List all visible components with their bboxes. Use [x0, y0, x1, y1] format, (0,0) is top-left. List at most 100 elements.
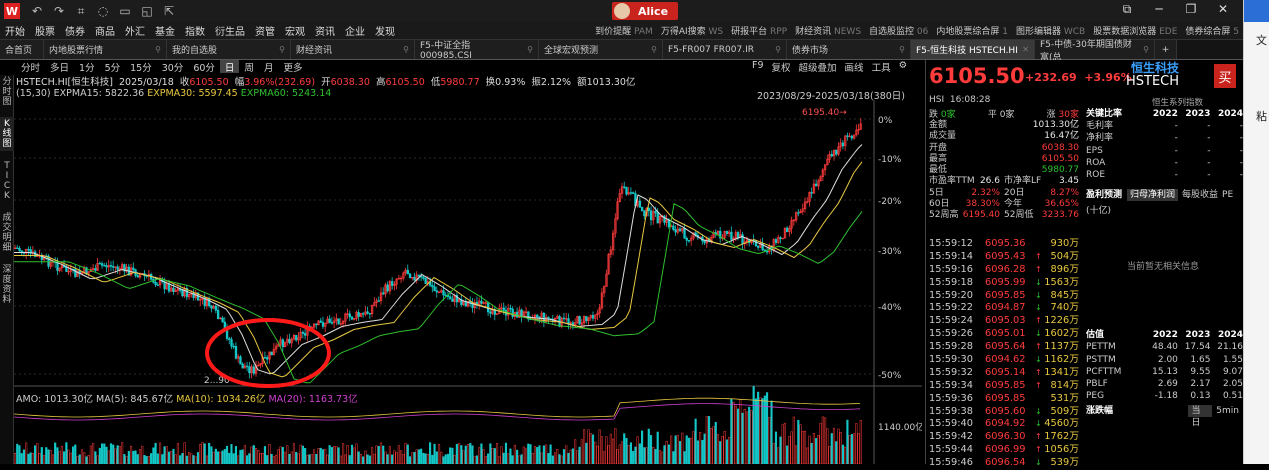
period-6[interactable]: 60分	[193, 63, 215, 74]
candle	[723, 231, 726, 239]
volume-bar	[170, 450, 173, 464]
pin-icon[interactable]: ⚲	[1143, 45, 1149, 54]
buy-button[interactable]: 买	[1214, 64, 1236, 88]
period-8[interactable]: 周	[244, 63, 254, 74]
volume-bar	[576, 450, 579, 464]
period-2[interactable]: 1分	[79, 63, 95, 74]
candle	[377, 300, 380, 302]
chart-tool-4[interactable]: 工具	[871, 63, 891, 74]
shortcut-8[interactable]: 债券综合屏 5	[1185, 27, 1239, 37]
shortcut-4[interactable]: 自选股监控 06	[869, 27, 929, 37]
volume-bar	[491, 448, 494, 464]
restore-icon[interactable]: ⧉	[1122, 2, 1132, 16]
period-10[interactable]: 更多	[283, 63, 303, 74]
period-0[interactable]: 分时	[21, 63, 41, 74]
close-icon[interactable]: ✕	[1217, 2, 1229, 16]
pin-icon[interactable]: ⚲	[651, 45, 657, 54]
forecast-tab-eps[interactable]: 每股收益	[1182, 190, 1219, 201]
period-7[interactable]: 日	[219, 60, 240, 74]
minimize-icon[interactable]: ─	[1155, 2, 1163, 16]
tab-2[interactable]: 我的自选股 ⚲	[167, 40, 291, 59]
chart-tool-1[interactable]: 复权	[771, 63, 791, 74]
pin-icon[interactable]: ⚲	[279, 45, 285, 54]
menu-item-9[interactable]: 宏观	[285, 27, 305, 38]
menu-item-1[interactable]: 股票	[35, 27, 55, 38]
shortcut-2[interactable]: 研报平台 RPP	[731, 27, 788, 37]
menu-item-10[interactable]: 资讯	[315, 27, 335, 38]
add-tab-button[interactable]: +	[1155, 40, 1177, 59]
period-1[interactable]: 多日	[50, 63, 70, 74]
menu-item-12[interactable]: 发现	[375, 27, 395, 38]
candle	[192, 292, 195, 298]
period-9[interactable]: 月	[263, 63, 274, 74]
tab-8[interactable]: F5-恒生科技 HSTECH.HI ✕	[911, 40, 1035, 59]
volume-bar	[484, 456, 487, 464]
kline-chart[interactable]: 0% -10% -20% -30% -40% -50% 1140.00亿 6195.40→ 2.…	[14, 100, 922, 464]
share-icon[interactable]: ⇱	[163, 4, 175, 18]
view-tab-4[interactable]: 深度资料	[2, 265, 12, 305]
chart-tool-5[interactable]: ⚙	[898, 60, 908, 71]
date-range[interactable]: 2023/08/29-2025/03/18(380日)	[757, 91, 905, 102]
tab-4[interactable]: F5-中证全指 000985.CSI ⚲	[415, 40, 539, 61]
forecast-tab-profit[interactable]: 归母净利润	[1127, 189, 1179, 202]
volume-bar	[516, 449, 519, 464]
menu-item-4[interactable]: 外汇	[125, 27, 145, 38]
menu-item-8[interactable]: 资管	[255, 27, 275, 38]
chat-icon[interactable]: ◌	[97, 4, 109, 18]
menu-item-5[interactable]: 基金	[155, 27, 175, 38]
back-icon[interactable]: ↶	[31, 4, 43, 18]
candle	[424, 278, 427, 284]
alert-icon[interactable]: ◱	[141, 4, 153, 18]
tab-3[interactable]: 财经资讯 ⚲	[291, 40, 415, 59]
forward-icon[interactable]: ↷	[53, 4, 65, 18]
pin-icon[interactable]: ✕	[1022, 45, 1029, 54]
candle	[98, 262, 102, 265]
chart-tool-2[interactable]: 超级叠加	[798, 63, 837, 74]
pin-icon[interactable]: ⚲	[775, 45, 781, 54]
user-badge[interactable]: Alice	[612, 2, 678, 20]
shortcut-1[interactable]: 万得AI搜索 WS	[660, 27, 724, 37]
tab-1[interactable]: 内地股票行情 ⚲	[44, 40, 167, 59]
forecast-tab-pe[interactable]: PE	[1222, 190, 1234, 201]
tab-9[interactable]: F5-中债-30年期国债财富(总 ⚲	[1035, 40, 1155, 63]
shortcut-7[interactable]: 股票数据浏览器 EDE	[1093, 27, 1178, 37]
pin-icon[interactable]: ⚲	[899, 45, 905, 54]
pin-icon[interactable]: ⚲	[155, 45, 161, 54]
range-today[interactable]: 当日	[1187, 405, 1213, 428]
maximize-icon[interactable]: ❐	[1185, 2, 1197, 16]
monitor-icon[interactable]: ▭	[119, 4, 131, 18]
shortcut-5[interactable]: 内地股票综合屏 1	[936, 27, 1008, 37]
tab-5[interactable]: 全球宏观预测 ⚲	[539, 40, 663, 59]
shortcut-0[interactable]: 到价提醒 PAM	[595, 27, 653, 37]
crop-icon[interactable]: ⌗	[77, 3, 85, 18]
pin-icon[interactable]: ⚲	[403, 45, 409, 54]
menu-item-2[interactable]: 债券	[65, 27, 85, 38]
candle	[848, 135, 851, 138]
tab-0[interactable]: 合首页	[0, 40, 44, 59]
volume-bar	[326, 454, 329, 464]
period-4[interactable]: 15分	[130, 63, 152, 74]
candle	[433, 286, 436, 292]
view-tab-3[interactable]: 成交明细	[2, 213, 12, 253]
tab-6[interactable]: F5-FR007 FR007.IR ⚲	[663, 40, 787, 59]
range-5min[interactable]: 5min	[1216, 406, 1239, 417]
period-5[interactable]: 30分	[161, 63, 184, 74]
period-3[interactable]: 5分	[104, 63, 121, 74]
menu-item-3[interactable]: 商品	[95, 27, 115, 38]
pin-icon[interactable]: ⚲	[527, 45, 533, 54]
chart-tool-0[interactable]: F9	[752, 60, 764, 71]
chart-tool-3[interactable]: 画线	[844, 63, 864, 74]
shortcut-6[interactable]: 图形编辑器 WCB	[1015, 27, 1086, 37]
menu-item-7[interactable]: 衍生品	[215, 27, 245, 38]
shortcut-3[interactable]: 财经资讯 NEWS	[795, 27, 862, 37]
tab-7[interactable]: 债券市场 ⚲	[787, 40, 911, 59]
menu-item-11[interactable]: 企业	[345, 27, 365, 38]
ema-legend: (15,30) EXPMA15: 5822.36 EXPMA30: 5597.4…	[16, 88, 332, 99]
view-tab-0[interactable]: 分时图	[2, 77, 12, 107]
menu-item-0[interactable]: 开始	[5, 27, 25, 38]
menu-item-6[interactable]: 指数	[185, 27, 205, 38]
volume-bar	[487, 453, 490, 464]
tick-list[interactable]: 15:59:12 6095.36 930万 15:59:14 6095.43 ↑ 504万 1…	[929, 238, 1079, 470]
